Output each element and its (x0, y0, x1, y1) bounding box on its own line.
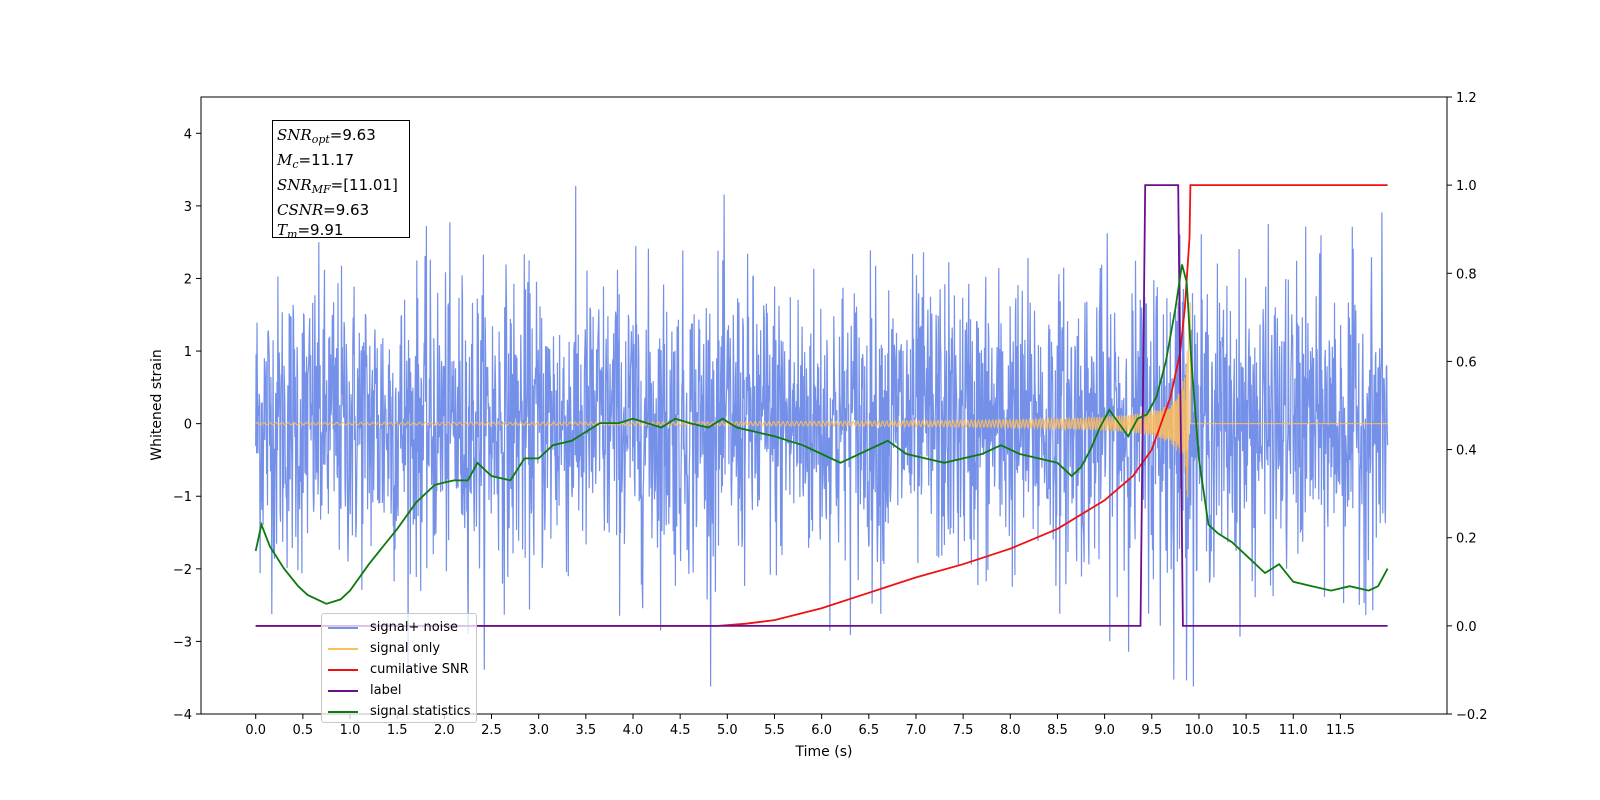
x-tick-label: 1.0 (340, 723, 361, 738)
legend-label: cumilative SNR (370, 662, 469, 677)
plot-frame (200, 96, 1448, 715)
legend-item-signal-noise: signal+ noise (328, 617, 476, 638)
legend-item-signal-statistics: signal statistics (328, 701, 476, 722)
y-tick-label: 1 (184, 345, 192, 360)
legend-swatch (328, 668, 358, 671)
snr-mf-value: [11.01] (343, 176, 398, 194)
x-tick-label: 6.0 (811, 723, 832, 738)
y2-tick-label: −0.2 (1456, 708, 1488, 723)
y2-tick-label: 0.0 (1456, 620, 1477, 635)
snr-opt-line: SNRopt=9.63 (277, 126, 376, 146)
x-tick-label: 5.0 (717, 723, 738, 738)
y2-tick-label: 0.6 (1456, 355, 1477, 370)
y-tick-label: −3 (173, 635, 192, 650)
mc-value: 11.17 (311, 151, 355, 169)
x-tick-label: 1.5 (387, 723, 408, 738)
y2-tick-label: 1.0 (1456, 179, 1477, 194)
y-tick-label: −2 (173, 563, 192, 578)
x-tick-label: 2.0 (434, 723, 455, 738)
snr-annotation-box: SNRopt=9.63 Mc=11.17 SNRMF=[11.01] CSNR=… (272, 120, 410, 241)
csnr-value: 9.63 (335, 201, 370, 219)
x-tick-label: 10.5 (1232, 723, 1261, 738)
plot-series (254, 184, 1389, 687)
y2-tick-label: 0.2 (1456, 532, 1477, 547)
legend: signal+ noise signal only cumilative SNR… (321, 613, 477, 723)
legend-swatch (328, 626, 358, 629)
x-tick-label: 2.5 (481, 723, 502, 738)
y-tick-label: 2 (184, 272, 192, 287)
x-tick-label: 3.0 (528, 723, 549, 738)
mc-line: Mc=11.17 (277, 151, 355, 171)
tm-line: Tm=9.91 (277, 221, 344, 241)
y-tick-label: 3 (184, 200, 192, 215)
x-tick-label: 11.0 (1279, 723, 1308, 738)
legend-label: signal statistics (370, 704, 471, 719)
legend-label: signal only (370, 641, 441, 656)
y-tick-label: −4 (173, 708, 192, 723)
y-axis-left: −4 −3 −2 −1 0 1 2 3 4 (173, 127, 201, 723)
x-tick-label: 0.0 (245, 723, 266, 738)
x-tick-label: 5.5 (764, 723, 785, 738)
x-tick-label: 11.5 (1326, 723, 1355, 738)
legend-label: label (370, 683, 402, 698)
legend-label: signal+ noise (370, 620, 459, 635)
x-tick-label: 8.5 (1047, 723, 1068, 738)
x-tick-label: 9.0 (1094, 723, 1115, 738)
y-tick-label: 0 (184, 418, 192, 433)
x-tick-label: 0.5 (293, 723, 314, 738)
y2-tick-label: 1.2 (1456, 91, 1477, 106)
y2-tick-label: 0.8 (1456, 267, 1477, 282)
x-tick-label: 7.5 (953, 723, 974, 738)
y-axis-right: −0.2 0.0 0.2 0.4 0.6 0.8 1.0 1.2 (1447, 91, 1488, 723)
legend-swatch (328, 647, 358, 650)
series-cumilative-snr (255, 184, 1388, 627)
y-tick-label: −1 (173, 490, 192, 505)
csnr-line: CSNR=9.63 (277, 201, 370, 219)
x-tick-label: 8.0 (1000, 723, 1021, 738)
legend-swatch (328, 710, 358, 713)
snr-mf-line: SNRMF=[11.01] (277, 176, 398, 196)
x-tick-label: 4.5 (670, 723, 691, 738)
legend-item-cumulative-snr: cumilative SNR (328, 659, 476, 680)
legend-item-label: label (328, 680, 476, 701)
series-label (255, 184, 1388, 627)
x-tick-label: 4.0 (623, 723, 644, 738)
x-tick-label: 6.5 (858, 723, 879, 738)
series-signal-statistics (254, 264, 1389, 605)
y-axis-title: Whitened strain (149, 349, 165, 460)
legend-item-signal-only: signal only (328, 638, 476, 659)
series-signal-noise (255, 185, 1389, 687)
legend-swatch (328, 689, 358, 692)
x-tick-label: 9.5 (1141, 723, 1162, 738)
x-tick-label: 3.5 (575, 723, 596, 738)
x-tick-label: 10.0 (1184, 723, 1213, 738)
x-axis-title: Time (s) (795, 744, 853, 760)
y2-tick-label: 0.4 (1456, 444, 1477, 459)
series-signal-only (255, 302, 1388, 498)
y-tick-label: 4 (184, 127, 192, 142)
snr-opt-value: 9.63 (342, 126, 376, 144)
tm-value: 9.91 (310, 221, 344, 239)
x-tick-label: 7.0 (906, 723, 927, 738)
x-axis: 0.0 0.5 1.0 1.5 2.0 2.5 3.0 3.5 4.0 4.5 5.0 5.5 6.0 6… (245, 714, 1355, 738)
